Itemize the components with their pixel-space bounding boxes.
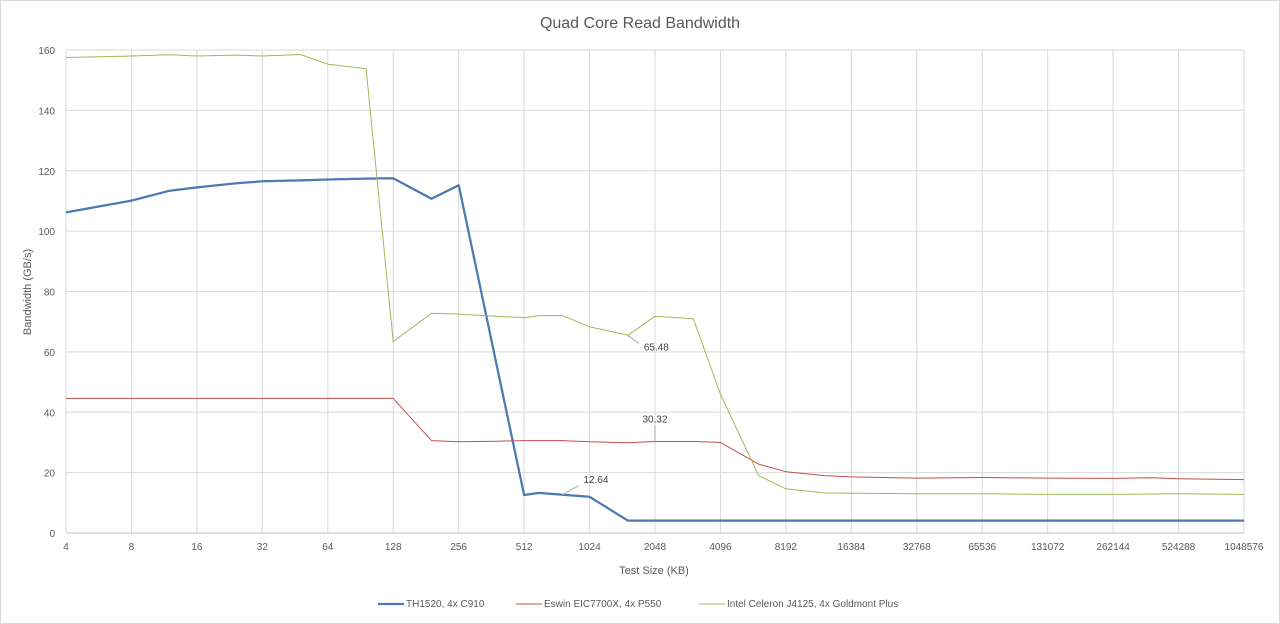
series-line-2 [65, 54, 1245, 495]
data-label-leader [562, 485, 579, 496]
chart-title: Quad Core Read Bandwidth [540, 15, 740, 32]
y-axis-ticks: 0 20 40 60 80 100 120 140 160 [38, 46, 55, 540]
y-tick-label: 60 [44, 348, 56, 359]
x-tick-label: 512 [516, 542, 533, 553]
x-tick-label: 262144 [1096, 542, 1130, 553]
x-axis-ticks: 4 8 16 32 64 128 256 512 1024 2048 4096 8192 16384 32… [63, 542, 1264, 553]
data-label: 12.64 [583, 475, 608, 486]
y-tick-label: 40 [44, 408, 56, 419]
x-tick-label: 8192 [775, 542, 798, 553]
y-axis-label: Bandwidth (GB/s) [22, 249, 34, 335]
gridlines [65, 49, 1245, 534]
x-tick-label: 4 [63, 542, 69, 553]
x-tick-label: 2048 [644, 542, 667, 553]
data-label: 65.48 [644, 342, 669, 353]
x-tick-label: 8 [129, 542, 135, 553]
x-tick-label: 4096 [709, 542, 732, 553]
x-tick-label: 256 [450, 542, 467, 553]
x-tick-label: 1024 [578, 542, 601, 553]
x-tick-label: 32 [257, 542, 269, 553]
y-tick-label: 140 [38, 106, 55, 117]
y-tick-label: 120 [38, 167, 55, 178]
x-tick-label: 524288 [1162, 542, 1196, 553]
data-label: 30.32 [642, 414, 667, 425]
y-tick-label: 20 [44, 469, 56, 480]
legend-entry-2: Intel Celeron J4125, 4x Goldmont Plus [727, 599, 898, 610]
x-tick-label: 65536 [968, 542, 996, 553]
y-tick-label: 80 [44, 288, 56, 299]
series-line-0 [65, 177, 1244, 522]
legend-entry-0: TH1520, 4x C910 [406, 599, 485, 610]
data-label-leader [627, 334, 640, 344]
y-tick-label: 160 [38, 46, 55, 57]
x-tick-label: 1048576 [1225, 542, 1264, 553]
legend-entry-1: Eswin EIC7700X, 4x P550 [544, 599, 662, 610]
x-axis-label: Test Size (KB) [619, 565, 689, 577]
x-tick-label: 32768 [903, 542, 931, 553]
legend: TH1520, 4x C910 Eswin EIC7700X, 4x P550 In… [378, 599, 898, 610]
series-line-1 [66, 397, 1245, 481]
data-labels: 12.64 30.32 65.48 [562, 334, 669, 496]
x-tick-label: 16384 [837, 542, 865, 553]
y-tick-label: 100 [38, 227, 55, 238]
x-tick-label: 64 [322, 542, 334, 553]
series-lines [65, 54, 1245, 522]
x-tick-label: 16 [191, 542, 203, 553]
y-tick-label: 0 [49, 529, 55, 540]
x-tick-label: 128 [385, 542, 402, 553]
x-tick-label: 131072 [1031, 542, 1065, 553]
